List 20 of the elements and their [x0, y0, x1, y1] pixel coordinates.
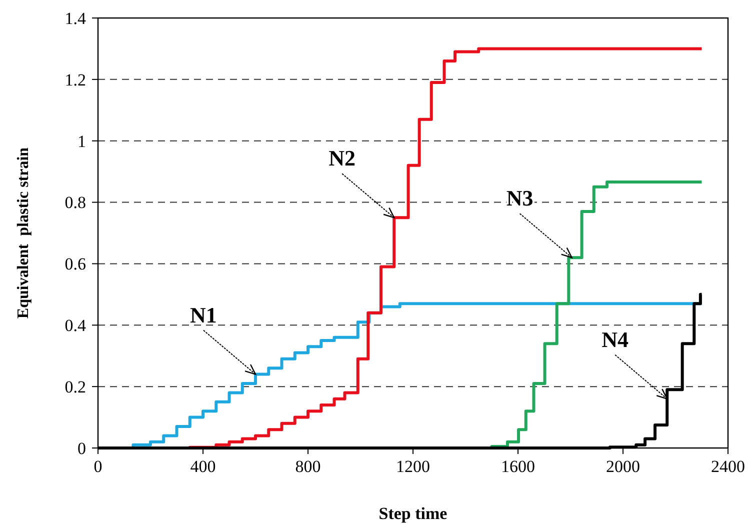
- y-tick-label: 0.4: [64, 316, 86, 336]
- x-axis-title: Step time: [378, 504, 448, 523]
- y-tick-label: 0.2: [64, 378, 86, 397]
- x-tick-label: 400: [190, 457, 216, 476]
- x-tick-label: 800: [295, 457, 321, 476]
- y-axis-title: Equivalent plastic strain: [15, 147, 32, 319]
- x-tick-label: 1600: [501, 457, 535, 476]
- annotation: N1: [190, 302, 217, 328]
- x-tick-label: 1200: [396, 457, 430, 476]
- x-tick-label: 2000: [606, 457, 640, 476]
- annotation: N2: [328, 146, 356, 171]
- y-tick-label: 0.6: [64, 254, 86, 274]
- y-tick-label: 1.4: [64, 8, 86, 28]
- y-tick-label: 1.2: [64, 70, 86, 90]
- y-tick-label: 1: [78, 132, 86, 151]
- y-tick-label: 0.8: [64, 193, 86, 212]
- x-tick-label: 0: [94, 457, 102, 476]
- annotation: N4: [602, 326, 629, 352]
- y-tick-label: 0: [78, 438, 86, 458]
- x-tick-label: 2400: [711, 457, 745, 476]
